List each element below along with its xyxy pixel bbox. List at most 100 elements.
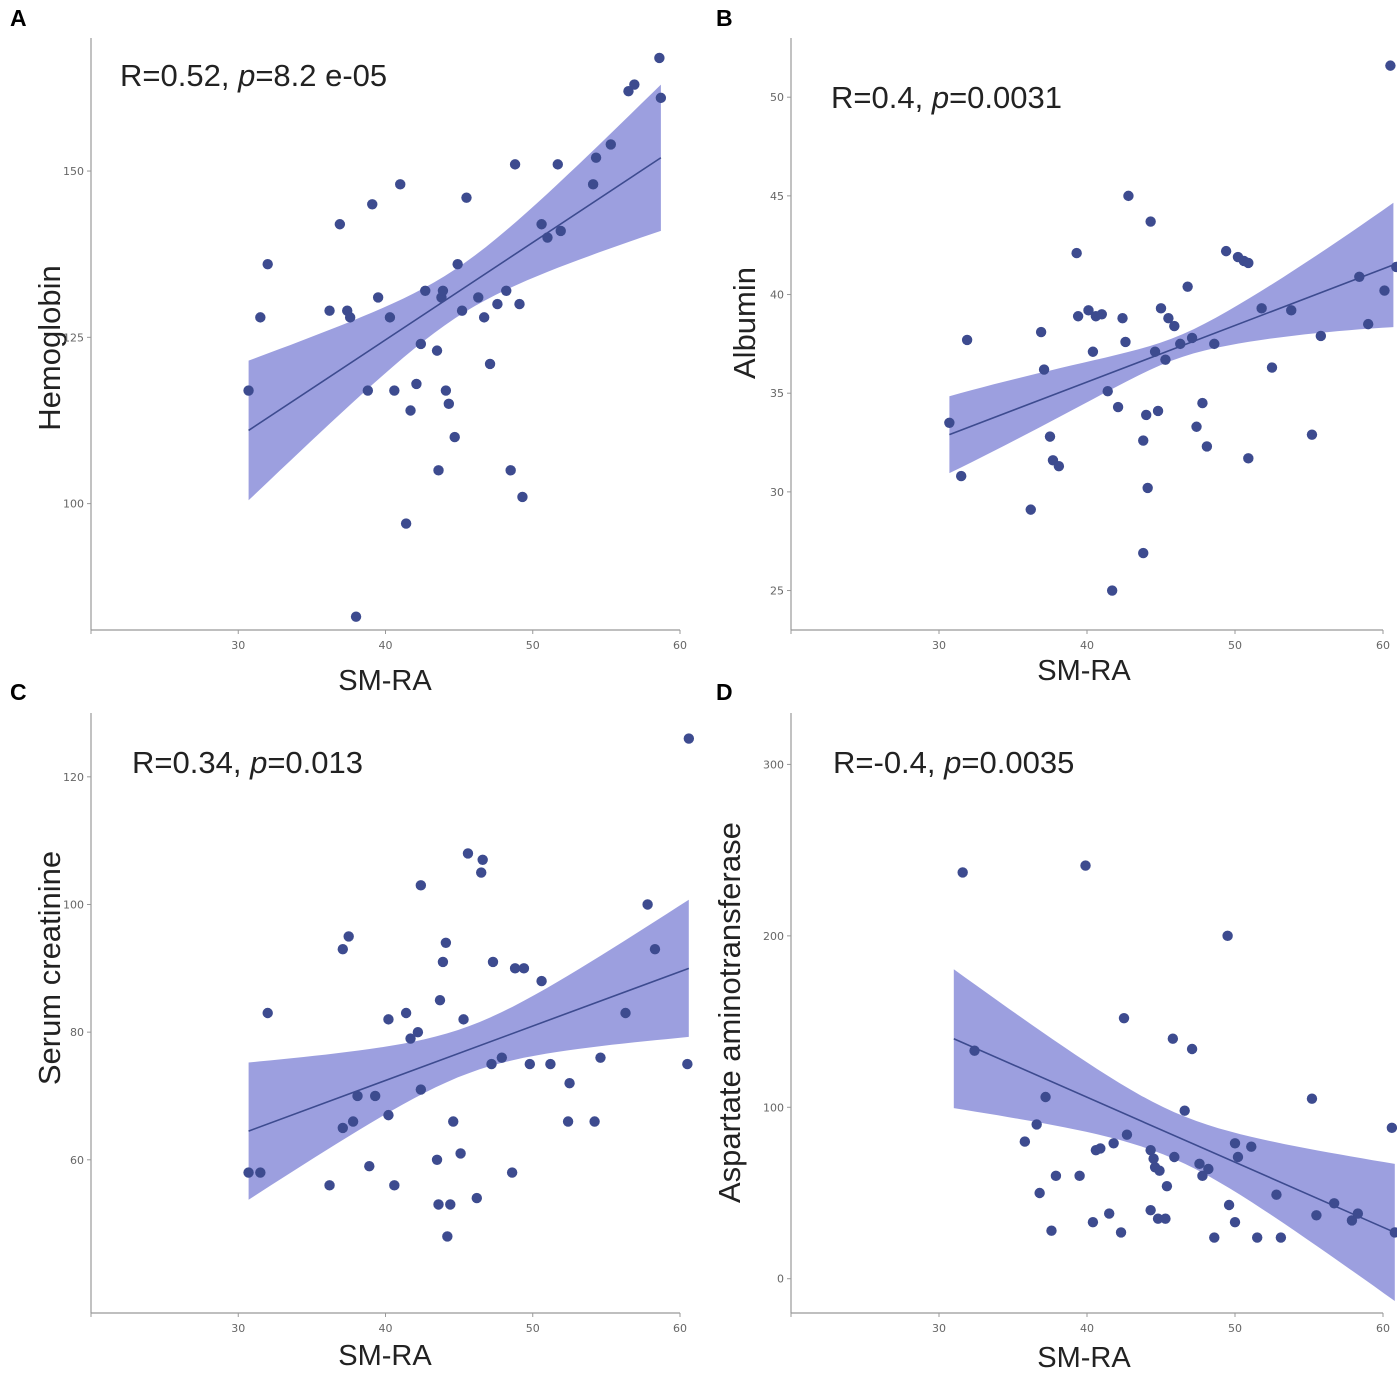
data-point-d (1019, 1136, 1031, 1147)
data-point-d (1074, 1170, 1085, 1182)
x-axis-label-d: SM-RA (1037, 1342, 1131, 1374)
data-point-a (350, 611, 362, 622)
data-point-c (589, 1116, 600, 1127)
data-point-b (1182, 281, 1193, 292)
y-tick-label-d: 300 (763, 758, 784, 771)
data-point-a (605, 139, 616, 150)
data-point-a (655, 92, 667, 104)
data-point-d (1229, 1138, 1241, 1149)
data-point-d (1311, 1210, 1322, 1221)
data-point-b (1306, 429, 1318, 440)
data-point-b (1096, 309, 1108, 320)
data-point-c (476, 867, 487, 878)
x-tick-label-a: 60 (673, 639, 687, 652)
data-point-d (1386, 1122, 1397, 1134)
data-point-c (337, 943, 348, 955)
panel-letter-c: C (10, 679, 27, 705)
data-point-c (518, 963, 530, 974)
stat-annotation-b: R=0.4, p=0.0031 (831, 80, 1062, 116)
data-point-c (383, 1109, 394, 1121)
data-point-b (1123, 190, 1134, 202)
data-point-c (337, 1122, 348, 1134)
data-point-d (1169, 1151, 1180, 1163)
data-point-d (1232, 1151, 1244, 1163)
data-point-c (564, 1078, 575, 1089)
data-point-b (1155, 303, 1167, 314)
data-point-c (255, 1167, 266, 1178)
data-point-b (1379, 285, 1390, 296)
data-point-a (367, 199, 378, 210)
data-point-b (1191, 421, 1202, 432)
data-point-d (1246, 1141, 1257, 1152)
data-point-b (1209, 338, 1220, 350)
data-point-a (629, 79, 640, 90)
data-point-a (484, 358, 496, 370)
data-point-a (262, 258, 273, 270)
data-point-a (654, 52, 665, 64)
data-point-a (517, 491, 528, 503)
data-point-c (595, 1052, 606, 1063)
data-point-b (1106, 585, 1118, 596)
data-point-c (562, 1116, 574, 1127)
y-tick-label-d: 200 (763, 930, 784, 943)
data-point-d (1222, 930, 1233, 942)
data-point-d (1252, 1232, 1263, 1243)
data-point-a (384, 312, 396, 323)
data-point-d (1167, 1033, 1179, 1044)
data-point-b (1243, 257, 1254, 269)
data-point-d (1031, 1119, 1042, 1130)
data-point-b (1160, 354, 1171, 365)
stat-annotation-c: R=0.34, p=0.013 (132, 745, 363, 781)
y-tick-label-c: 80 (70, 1026, 84, 1039)
data-point-d (1034, 1187, 1045, 1199)
data-point-c (462, 848, 474, 859)
data-point-c (458, 1014, 469, 1025)
data-point-b (956, 470, 967, 482)
data-point-a (334, 219, 346, 230)
data-point-c (405, 1033, 416, 1044)
data-point-a (478, 312, 490, 323)
data-point-a (452, 258, 463, 270)
data-point-c (343, 931, 354, 942)
data-point-d (1203, 1163, 1214, 1175)
data-point-c (347, 1116, 359, 1127)
data-point-a (555, 225, 566, 237)
data-point-d (1040, 1091, 1051, 1103)
data-point-c (440, 937, 452, 948)
data-point-c (649, 943, 661, 955)
data-point-d (1186, 1043, 1198, 1055)
y-tick-label-b: 50 (770, 91, 784, 104)
data-point-d (1087, 1216, 1099, 1228)
chart-c: 30 40 50 60 60 80 100 120 (63, 713, 695, 1335)
data-point-b (1083, 305, 1094, 316)
data-point-a (443, 398, 455, 410)
x-tick-label-c: 50 (526, 1322, 540, 1335)
data-point-d (1275, 1232, 1287, 1243)
x-tick-label-d: 40 (1080, 1322, 1094, 1335)
stat-p-label-a: p (238, 58, 256, 93)
data-point-a (255, 312, 266, 323)
data-point-b (1163, 313, 1174, 324)
data-point-c (369, 1090, 381, 1102)
data-point-c (536, 975, 547, 987)
data-point-b (1138, 435, 1149, 446)
data-point-a (389, 385, 400, 396)
x-tick-label-d: 60 (1376, 1322, 1390, 1335)
data-point-a (587, 179, 599, 190)
data-point-a (437, 285, 449, 296)
data-point-a (400, 518, 412, 529)
data-point-a (420, 285, 431, 296)
stat-r-d: R=-0.4, (833, 745, 945, 780)
data-point-b (1243, 453, 1254, 464)
x-tick-label-a: 30 (231, 639, 245, 652)
data-point-a (473, 292, 484, 303)
data-point-a (344, 312, 356, 323)
data-point-c (506, 1167, 518, 1178)
data-point-a (623, 86, 634, 97)
data-point-d (1148, 1153, 1159, 1164)
data-point-b (1175, 338, 1186, 350)
data-point-a (449, 431, 460, 443)
data-point-d (1108, 1138, 1119, 1149)
data-point-d (1271, 1189, 1282, 1200)
data-point-b (1025, 504, 1036, 515)
